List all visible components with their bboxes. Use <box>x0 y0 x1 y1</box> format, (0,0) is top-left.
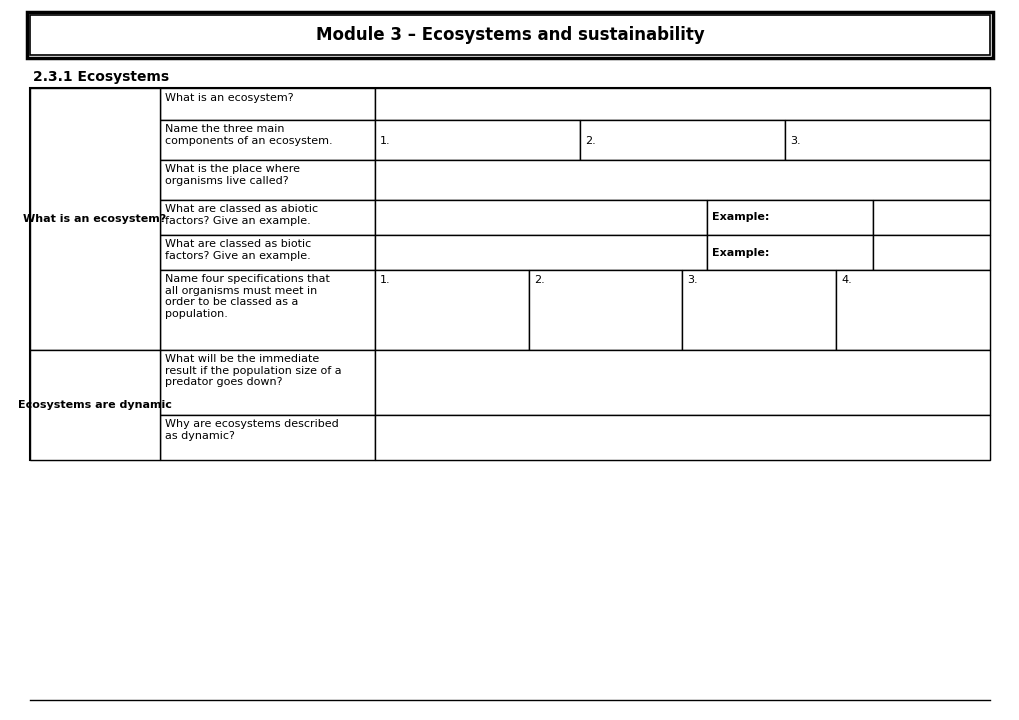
Text: What are classed as abiotic
factors? Give an example.: What are classed as abiotic factors? Giv… <box>165 204 318 225</box>
Bar <box>375 88 989 120</box>
Text: 2.: 2. <box>533 275 544 285</box>
Text: What is an ecosystem?: What is an ecosystem? <box>23 214 166 224</box>
Bar <box>706 200 872 235</box>
Bar <box>580 120 785 160</box>
Bar <box>872 235 989 270</box>
Bar <box>160 350 375 415</box>
Text: Why are ecosystems described
as dynamic?: Why are ecosystems described as dynamic? <box>165 419 338 441</box>
Text: 4.: 4. <box>841 275 851 285</box>
Text: Name the three main
components of an ecosystem.: Name the three main components of an eco… <box>165 124 332 145</box>
Bar <box>160 120 375 160</box>
Bar <box>375 350 989 415</box>
Text: What will be the immediate
result if the population size of a
predator goes down: What will be the immediate result if the… <box>165 354 341 387</box>
Bar <box>160 415 375 460</box>
Text: 3.: 3. <box>687 275 697 285</box>
Text: Name four specifications that
all organisms must meet in
order to be classed as : Name four specifications that all organi… <box>165 274 329 319</box>
Bar <box>160 270 375 350</box>
Bar <box>160 200 375 235</box>
Bar <box>160 88 375 120</box>
Bar <box>375 270 528 350</box>
Text: 2.3.1 Ecosystems: 2.3.1 Ecosystems <box>33 70 169 84</box>
Bar <box>785 120 989 160</box>
Bar <box>375 120 580 160</box>
Bar <box>706 235 872 270</box>
Text: Example:: Example: <box>711 248 768 258</box>
Bar <box>160 160 375 200</box>
Bar <box>30 88 160 350</box>
Text: What are classed as biotic
factors? Give an example.: What are classed as biotic factors? Give… <box>165 239 311 261</box>
Text: What is the place where
organisms live called?: What is the place where organisms live c… <box>165 164 300 186</box>
Bar <box>836 270 989 350</box>
Text: 2.: 2. <box>585 136 595 146</box>
Text: Module 3 – Ecosystems and sustainability: Module 3 – Ecosystems and sustainability <box>315 26 704 44</box>
Text: 1.: 1. <box>380 275 390 285</box>
Bar <box>375 160 989 200</box>
Bar <box>872 200 989 235</box>
Text: What is an ecosystem?: What is an ecosystem? <box>165 93 293 103</box>
Bar <box>375 200 706 235</box>
Bar <box>682 270 836 350</box>
Bar <box>30 15 989 55</box>
Text: Example:: Example: <box>711 212 768 222</box>
Text: 1.: 1. <box>380 136 390 146</box>
Bar <box>375 415 989 460</box>
Bar <box>160 235 375 270</box>
Bar <box>30 350 160 460</box>
Bar <box>528 270 682 350</box>
Bar <box>30 88 989 460</box>
Bar <box>375 235 706 270</box>
Text: Ecosystems are dynamic: Ecosystems are dynamic <box>18 400 172 410</box>
Text: 3.: 3. <box>790 136 800 146</box>
Bar <box>26 12 993 58</box>
